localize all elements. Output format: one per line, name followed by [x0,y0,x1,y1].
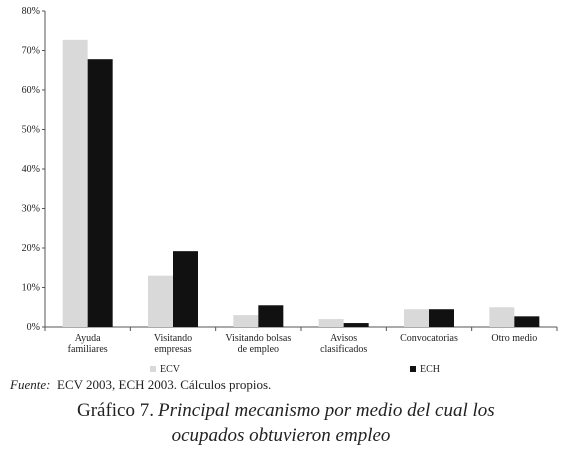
x-tick-label: Ayuda [75,333,101,344]
caption: ocupados obtuvieron empleo [172,425,391,446]
y-tick-label: 40% [22,164,40,175]
caption-label: Gráfico 7. [77,400,154,421]
bar [404,309,429,327]
legend-swatch [150,366,156,372]
bar [148,275,173,327]
x-tick-label: familiares [68,344,108,355]
y-tick-label: 70% [22,46,40,57]
bar [173,251,198,327]
y-tick-label: 30% [22,204,40,215]
x-tick-label: de empleo [238,344,279,355]
y-tick-label: 80% [22,6,40,17]
legend-label: ECH [420,364,440,375]
bar [318,319,344,327]
bar [258,305,284,327]
x-tick-label: Visitando bolsas [225,333,291,344]
x-tick-label: Otro medio [491,333,537,344]
x-tick-label: empresas [154,344,191,355]
x-tick-label: Convocatorias [400,333,458,344]
bar [514,316,540,327]
x-tick-label: Avisos [330,333,357,344]
legend-label: ECV [160,364,181,375]
bar [343,323,369,327]
bar [233,315,259,327]
y-tick-label: 60% [22,85,40,96]
source-label: Fuente: [9,377,50,392]
x-tick-label: Visitando [154,333,192,344]
source: ECV 2003, ECH 2003. Cálculos propios. [57,377,271,392]
bar [429,309,454,327]
bar [489,307,515,327]
y-tick-label: 10% [22,283,40,294]
bar [62,39,88,328]
y-tick-label: 0% [27,322,40,333]
y-tick-label: 20% [22,243,40,254]
caption: Principal mecanismo por medio del cual l… [157,400,495,421]
x-tick-label: clasificados [320,344,367,355]
y-tick-label: 50% [22,125,40,136]
bar [87,59,113,327]
legend-swatch [410,366,416,372]
